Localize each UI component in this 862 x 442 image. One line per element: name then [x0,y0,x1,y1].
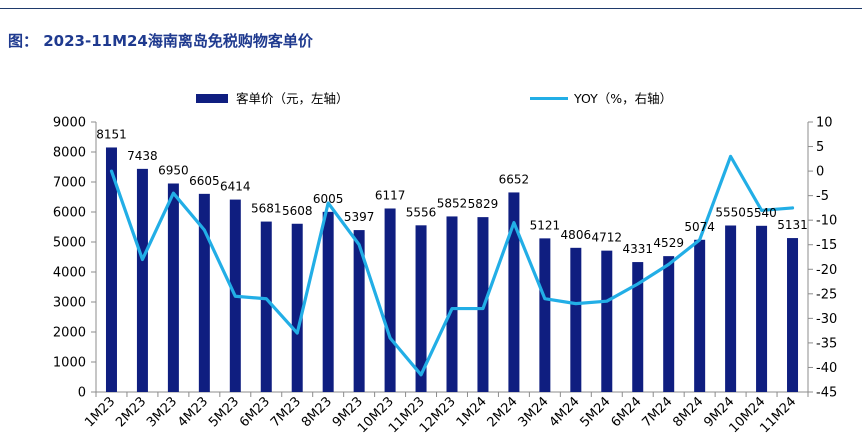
bar-value-label: 6950 [158,164,189,178]
left-tick-label: 3000 [53,296,86,311]
x-tick-label: 4M24 [547,394,583,430]
bar [260,221,272,392]
x-tick-label: 5M23 [206,394,242,430]
x-tick-label: 1M24 [454,394,490,430]
legend-bar-label: 客单价（元，左轴） [236,91,349,106]
bar-value-label: 5540 [746,206,777,220]
figure-title: 图： 2023-11M24海南离岛免税购物客单价 [8,32,313,50]
bar-value-label: 5829 [468,197,499,211]
bar-value-label: 5852 [437,196,468,210]
legend-line-label: YOY（%，右轴） [573,91,672,106]
bar-value-label: 4529 [653,236,684,250]
x-tick-label: 4M23 [175,394,211,430]
x-tick-label: 2M24 [485,394,521,430]
bar-value-label: 4712 [592,231,623,245]
bar-value-label: 8151 [96,127,127,141]
bar [508,192,520,392]
bar-value-label: 5556 [406,205,437,219]
right-tick-label: -40 [816,361,837,376]
x-tick-label: 2M23 [113,394,149,430]
right-tick-label: 0 [816,165,824,180]
bar [105,147,117,392]
right-tick-label: -35 [816,336,837,351]
bar [632,262,644,392]
bar-value-label: 6005 [313,192,344,206]
bar [415,225,427,392]
bar-value-label: 4806 [561,228,592,242]
bar [384,208,396,392]
x-tick-label: 8M24 [670,394,706,430]
right-tick-label: -25 [816,287,837,302]
left-tick-label: 5000 [53,236,86,251]
x-tick-label: 8M23 [299,394,335,430]
right-tick-label: -30 [816,312,837,327]
left-tick-label: 2000 [53,326,86,341]
bar-value-label: 5074 [684,220,715,234]
bar-value-label: 5550 [715,206,746,220]
left-tick-label: 4000 [53,266,86,281]
line-series [109,154,795,377]
right-tick-label: 10 [816,116,833,131]
bar-value-label: 6605 [189,174,220,188]
x-tick-label: 7M23 [268,394,304,430]
x-tick-label: 1M23 [82,394,118,430]
bar [322,211,334,392]
bar [601,250,613,392]
bar-value-label: 5121 [530,218,561,232]
bar-value-label: 6117 [375,188,406,202]
left-tick-label: 8000 [53,146,86,161]
bar [663,256,675,392]
right-tick-label: -15 [816,238,837,253]
bar-value-label: 5131 [777,218,808,232]
bar-value-label: 4331 [622,242,653,256]
bar [291,223,303,392]
x-tick-label: 6M24 [608,394,644,430]
bar [539,238,551,392]
bar-value-label: 5681 [251,202,282,216]
right-tick-label: -10 [816,214,837,229]
bar-value-label: 5397 [344,210,375,224]
left-tick-label: 6000 [53,206,86,221]
legend-bar-swatch [196,94,228,103]
right-tick-label: -45 [816,386,837,401]
bar [167,183,179,392]
right-tick-label: 5 [816,140,824,155]
bar [725,225,737,392]
bar-value-label: 6652 [499,172,530,186]
x-tick-label: 5M24 [578,394,614,430]
x-tick-label: 3M23 [144,394,180,430]
bar [570,247,582,392]
bar-value-label: 5608 [282,204,313,218]
bar-value-label: 7438 [127,149,158,163]
bar [353,230,365,392]
bar [694,239,706,392]
top-rule [0,8,862,9]
right-tick-label: -5 [816,189,829,204]
right-tick-label: -20 [816,263,837,278]
left-tick-label: 9000 [53,116,86,131]
bar [787,238,799,392]
bar [198,193,210,392]
bar-value-label: 6414 [220,180,251,194]
bar [136,168,148,392]
x-tick-label: 7M24 [639,394,675,430]
x-tick-label: 3M24 [516,394,552,430]
chart-legend: 客单价（元，左轴） YOY（%，右轴） [196,91,672,106]
bar [446,216,458,392]
bar [756,225,768,392]
left-tick-label: 1000 [53,356,86,371]
x-tick-label: 6M23 [237,394,273,430]
left-tick-label: 0 [78,386,86,401]
left-tick-label: 7000 [53,176,86,191]
